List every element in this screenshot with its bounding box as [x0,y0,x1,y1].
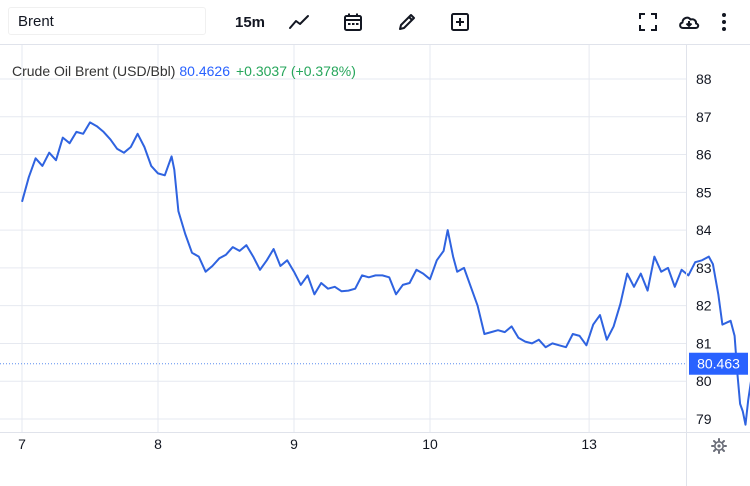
cloud-download-icon[interactable] [674,8,704,36]
y-tick-label: 86 [696,147,712,163]
y-tick-label: 83 [696,260,712,276]
legend-change: +0.3037 (+0.378%) [236,63,356,79]
x-tick-label: 9 [290,436,298,452]
chart-grid [0,45,686,432]
pencil-icon[interactable] [393,8,421,36]
legend-price: 80.4626 [179,63,230,79]
chart-series [0,121,750,426]
interval-button[interactable]: 15m [234,13,266,31]
symbol-search-input[interactable]: Brent [8,7,206,35]
price-line [21,121,750,426]
last-price-label: 80.463 [697,356,740,372]
more-vertical-icon[interactable] [714,8,734,36]
y-tick-label: 87 [696,109,712,125]
y-tick-label: 79 [696,411,712,427]
last-price-tag [689,352,748,375]
line-chart-icon[interactable] [285,8,313,36]
y-tick-label: 80 [696,373,712,389]
y-tick-label: 88 [696,71,712,87]
x-tick-label: 8 [154,436,162,452]
y-tick-label: 82 [696,298,712,314]
chart-axes: 79 80 81 82 83 84 85 86 87 88 7 8 9 10 13 80.463 [0,45,750,486]
x-tick-label: 7 [18,436,26,452]
y-tick-label: 85 [696,184,712,200]
y-tick-label: 84 [696,222,712,238]
chart-legend: Crude Oil Brent (USD/Bbl) 80.4626 +0.3037 … [12,63,356,79]
legend-symbol-name: Crude Oil Brent (USD/Bbl) [12,63,176,79]
add-box-icon[interactable] [446,8,474,36]
fullscreen-icon[interactable] [634,8,662,36]
toolbar: Brent 15m [0,0,750,45]
y-tick-label: 81 [696,335,712,351]
x-tick-label: 13 [581,436,597,452]
calendar-icon[interactable] [339,8,367,36]
settings-gear-icon[interactable] [711,438,727,454]
x-tick-label: 10 [422,436,438,452]
